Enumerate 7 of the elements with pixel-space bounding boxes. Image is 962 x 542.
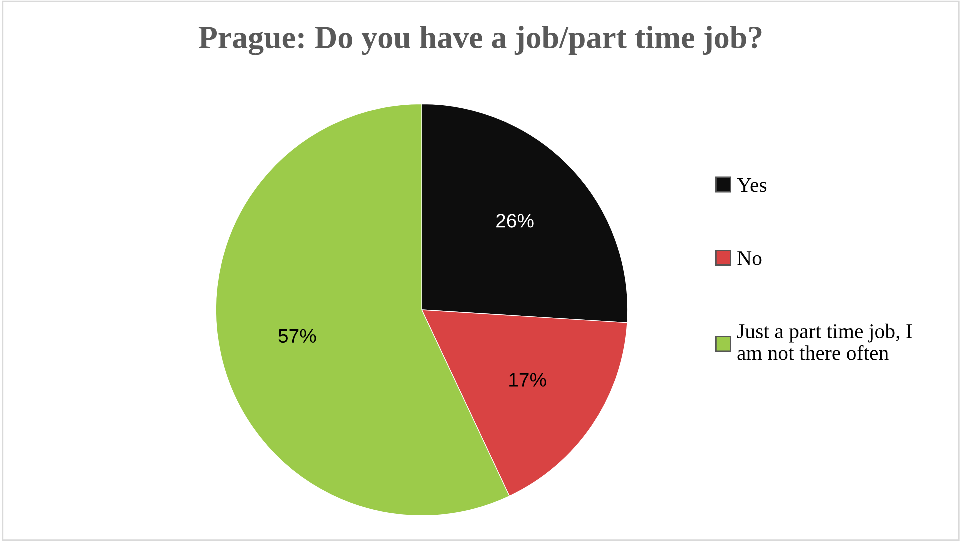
legend-label: Just a part time job, I am not there often xyxy=(737,324,912,360)
data-label: 57% xyxy=(278,329,316,344)
data-label: 26% xyxy=(496,214,534,228)
legend-label: No xyxy=(738,252,762,266)
chart-title: Prague: Do you have a job/part time job? xyxy=(198,26,762,56)
legend-label: Yes xyxy=(737,178,767,192)
data-label: 17% xyxy=(510,373,546,387)
